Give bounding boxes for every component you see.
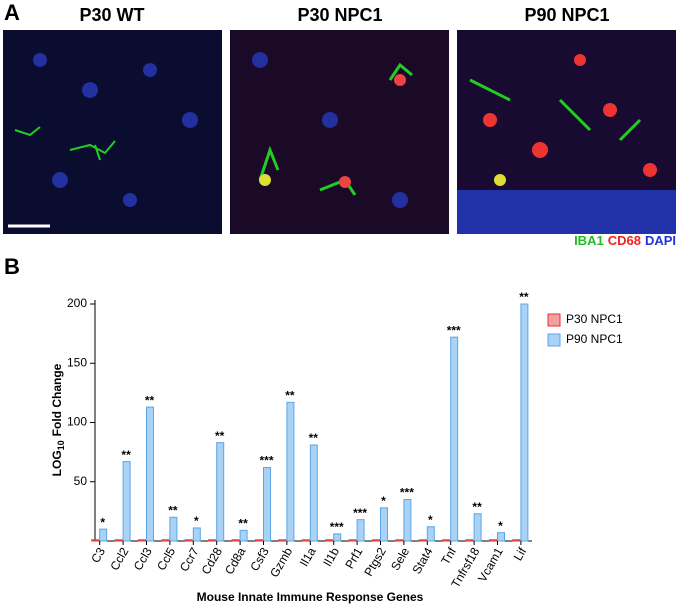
y-tick-label: 200	[67, 296, 87, 310]
significance: ***	[330, 520, 344, 534]
bar	[442, 539, 451, 542]
x-tick-label: Ccl5	[154, 545, 178, 573]
image-title: P30 WT	[79, 5, 144, 25]
bar	[301, 539, 310, 542]
x-tick-label: Cd8a	[222, 545, 249, 577]
stain-name: IBA1	[574, 233, 604, 248]
image-title: P30 NPC1	[297, 5, 382, 25]
legend-label: P90 NPC1	[566, 332, 623, 346]
significance: *	[498, 519, 503, 533]
y-label-sub: 10	[56, 440, 66, 450]
significance: **	[168, 503, 178, 517]
significance: ***	[447, 323, 461, 337]
bar	[122, 461, 131, 542]
bar	[333, 533, 342, 542]
bar	[465, 539, 474, 542]
significance: **	[215, 429, 225, 443]
bar	[114, 539, 123, 542]
micrograph-3	[457, 30, 676, 234]
bar	[184, 539, 193, 542]
significance: *	[194, 514, 199, 528]
x-axis-label: Mouse Innate Immune Response Genes	[197, 590, 424, 604]
bar	[138, 539, 146, 542]
y-label-main: LOG	[50, 450, 64, 476]
bar	[91, 539, 100, 542]
significance: ***	[353, 506, 367, 520]
legend-label: P30 NPC1	[566, 312, 623, 326]
y-axis-label: LOG10 Fold Change	[50, 363, 66, 476]
x-tick-label: Ptgs2	[361, 545, 389, 579]
x-tick-label: Tnf	[438, 545, 459, 568]
bar	[450, 336, 459, 542]
significance: *	[428, 513, 433, 527]
x-tick-label: Prf1	[342, 545, 365, 571]
y-tick-label: 150	[67, 355, 87, 369]
significance: ***	[400, 486, 414, 500]
legend-swatch	[547, 333, 561, 347]
x-tick-label: C3	[88, 545, 108, 566]
micrograph-2	[230, 30, 449, 234]
significance: **	[121, 448, 131, 462]
bar	[372, 539, 380, 542]
bar	[489, 539, 497, 542]
bar	[208, 539, 217, 542]
x-tick-label: Ccl2	[107, 545, 131, 573]
bar	[403, 499, 412, 542]
x-tick-label: Stat4	[410, 545, 436, 577]
bar	[325, 539, 334, 542]
significance: ***	[259, 454, 273, 468]
bar	[146, 406, 154, 542]
bar	[426, 526, 435, 542]
significance: *	[381, 494, 386, 508]
legend-swatch	[547, 313, 561, 327]
bar	[255, 539, 263, 542]
micrograph-1	[3, 30, 222, 234]
bar	[169, 516, 178, 542]
y-tick-label: 100	[67, 415, 87, 429]
panel-letter: B	[4, 254, 20, 279]
bar	[512, 539, 521, 542]
x-tick-label: Ccl3	[131, 545, 155, 573]
significance: **	[472, 500, 482, 514]
stain-legend: IBA1 CD68 DAPI	[574, 233, 676, 248]
image-title: P90 NPC1	[524, 5, 609, 25]
bar	[309, 444, 318, 542]
x-tick-label: Sele	[388, 545, 412, 573]
stain-name: DAPI	[645, 233, 676, 248]
bar	[286, 401, 295, 542]
y-tick-label: 50	[74, 474, 88, 488]
bar	[263, 467, 271, 542]
stain-name: CD68	[608, 233, 641, 248]
x-tick-label: Cd28	[199, 545, 226, 577]
significance: **	[145, 393, 155, 407]
bar	[418, 539, 427, 542]
x-tick-label: Lif	[511, 545, 530, 564]
panel-letter: A	[4, 0, 20, 25]
bar	[161, 539, 170, 542]
significance: *	[100, 515, 105, 529]
bar	[520, 303, 529, 542]
bar	[395, 539, 404, 542]
y-label-rest: Fold Change	[50, 363, 64, 436]
x-tick-label: Il1a	[297, 545, 319, 569]
bar	[99, 528, 108, 542]
bar	[348, 539, 357, 542]
bar	[192, 527, 201, 542]
bar	[497, 532, 505, 542]
x-tick-label: Il1b	[320, 545, 342, 569]
bar	[231, 539, 240, 542]
significance: **	[519, 290, 529, 304]
bar	[239, 529, 248, 542]
x-tick-label: Gzmb	[267, 545, 295, 580]
significance: **	[238, 517, 248, 531]
bar	[473, 513, 482, 542]
bar	[216, 442, 225, 542]
significance: **	[285, 389, 295, 403]
bar	[380, 507, 388, 542]
bar	[278, 539, 287, 542]
bar	[356, 519, 365, 542]
significance: **	[309, 431, 319, 445]
